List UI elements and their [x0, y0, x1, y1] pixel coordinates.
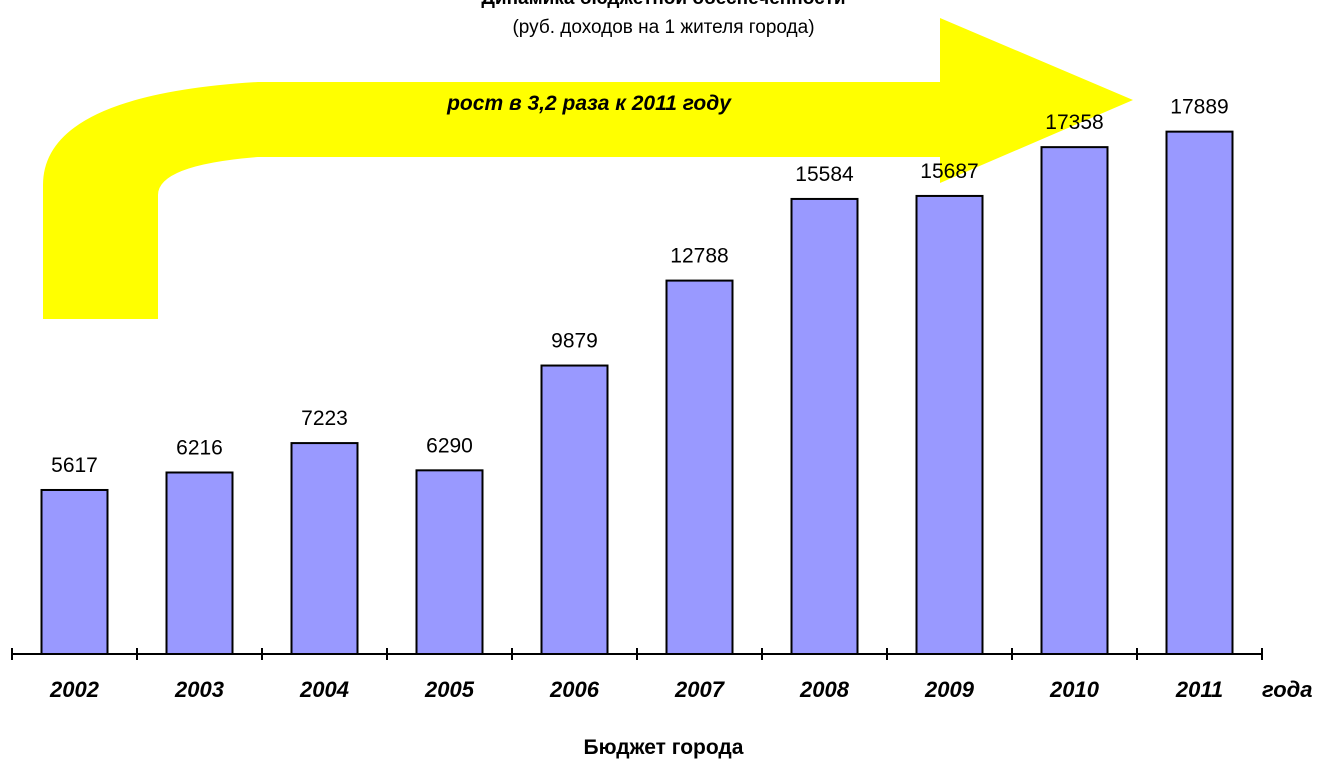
- data-label-2008: 15584: [795, 163, 854, 186]
- data-label-2002: 5617: [51, 454, 98, 477]
- bars-layer: [40, 130, 1234, 656]
- growth-arrow: [43, 18, 1133, 319]
- x-tick-label-2005: 2005: [424, 677, 475, 702]
- x-tick-label-2008: 2008: [799, 677, 850, 702]
- data-label-2006: 9879: [551, 330, 598, 353]
- bar-2003: [165, 471, 234, 655]
- bar-2002: [40, 488, 109, 656]
- data-label-2011: 17889: [1170, 96, 1228, 119]
- growth-annotation: рост в 3,2 раза к 2011 году: [447, 92, 731, 115]
- bar-2006: [540, 364, 609, 655]
- chart-title: Динамика бюджетной обеспеченности: [0, 0, 1327, 10]
- x-tick-label-2009: 2009: [924, 677, 975, 702]
- data-label-2003: 6216: [176, 436, 223, 459]
- bar-2011: [1165, 130, 1234, 656]
- x-tick-label-2004: 2004: [299, 677, 349, 702]
- x-tick-label-2003: 2003: [174, 677, 224, 702]
- x-tick-label-2011: 2011: [1175, 677, 1223, 702]
- data-label-2005: 6290: [426, 434, 473, 457]
- x-tick-label-2006: 2006: [549, 677, 600, 702]
- bar-2009: [915, 194, 984, 655]
- x-tick-label-2002: 2002: [49, 677, 100, 702]
- data-label-2007: 12788: [670, 245, 728, 268]
- chart-subtitle: (руб. доходов на 1 жителя города): [512, 17, 815, 38]
- x-tick-label-2007: 2007: [674, 677, 726, 702]
- data-label-2009: 15687: [920, 160, 978, 183]
- bar-2010: [1040, 146, 1109, 655]
- data-label-2004: 7223: [301, 407, 348, 430]
- data-labels-layer: 5617 6216 7223 6290 9879 12788 15584 15687 17358…: [51, 96, 1229, 477]
- data-label-2010: 17358: [1045, 111, 1103, 134]
- bar-2004: [290, 442, 359, 656]
- x-axis: 2002 2003 2004 2005 2006 2007 2008 2009 2010 2011: [11, 648, 1263, 702]
- bar-2007: [665, 279, 734, 655]
- footer-label: Бюджет города: [583, 736, 744, 759]
- bar-2008: [790, 197, 859, 655]
- bar-2005: [415, 469, 484, 655]
- x-tick-label-2010: 2010: [1049, 677, 1100, 702]
- x-axis-unit-label: года: [1262, 677, 1313, 702]
